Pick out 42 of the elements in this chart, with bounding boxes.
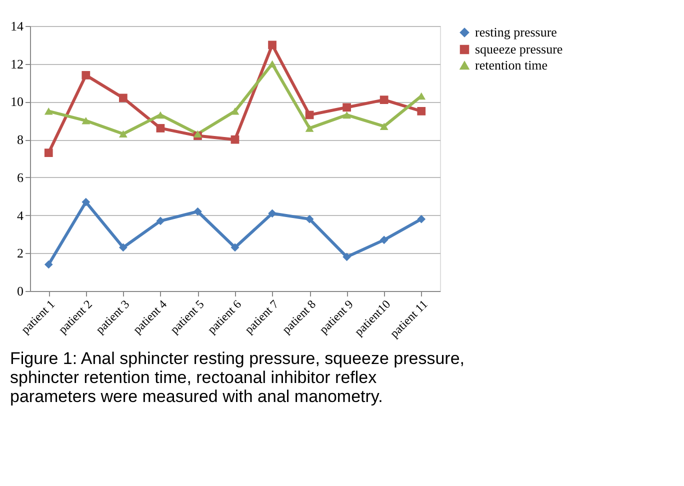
point: [342, 252, 351, 262]
point: [156, 111, 165, 119]
point: [156, 216, 165, 226]
y-tick-label: 10: [10, 94, 24, 110]
point: [230, 135, 240, 144]
legend-label: resting pressure: [475, 24, 558, 40]
y-tick-label: 0: [17, 284, 24, 298]
point: [119, 94, 128, 102]
point: [44, 260, 53, 269]
point: [156, 124, 165, 132]
point: [268, 60, 276, 68]
point: [82, 71, 90, 80]
point: [44, 108, 53, 115]
point: [305, 110, 314, 120]
legend-label: squeeze pressure: [475, 42, 563, 56]
point: [342, 111, 351, 119]
point: [119, 130, 128, 138]
point: [44, 148, 53, 158]
point: [417, 106, 426, 116]
point: [342, 103, 351, 112]
y-tick-label: 2: [17, 246, 24, 261]
y-tick-label: 4: [17, 208, 24, 223]
point: [194, 207, 202, 216]
point: [305, 124, 314, 132]
point: [380, 122, 388, 130]
y-tick-label: 14: [10, 18, 24, 34]
point: [82, 198, 90, 206]
point: [417, 214, 426, 224]
point: [380, 236, 388, 244]
point: [268, 209, 276, 218]
point: [268, 40, 276, 50]
y-tick-label: 8: [17, 132, 24, 148]
legend-label: retention time: [475, 58, 548, 72]
point: [82, 117, 90, 124]
caption: Figure 1: Anal sphincter resting pressure, squeeze pressure, sphincter retention time, rectoanal inhibitor reflex parameters were measured with anal manometry.: [10, 349, 465, 406]
point: [230, 108, 240, 115]
y-tick-label: 6: [17, 170, 24, 185]
y-tick-label: 12: [10, 56, 24, 72]
point: [305, 214, 314, 224]
point: [119, 243, 128, 252]
point: [230, 243, 240, 252]
point: [380, 96, 388, 104]
